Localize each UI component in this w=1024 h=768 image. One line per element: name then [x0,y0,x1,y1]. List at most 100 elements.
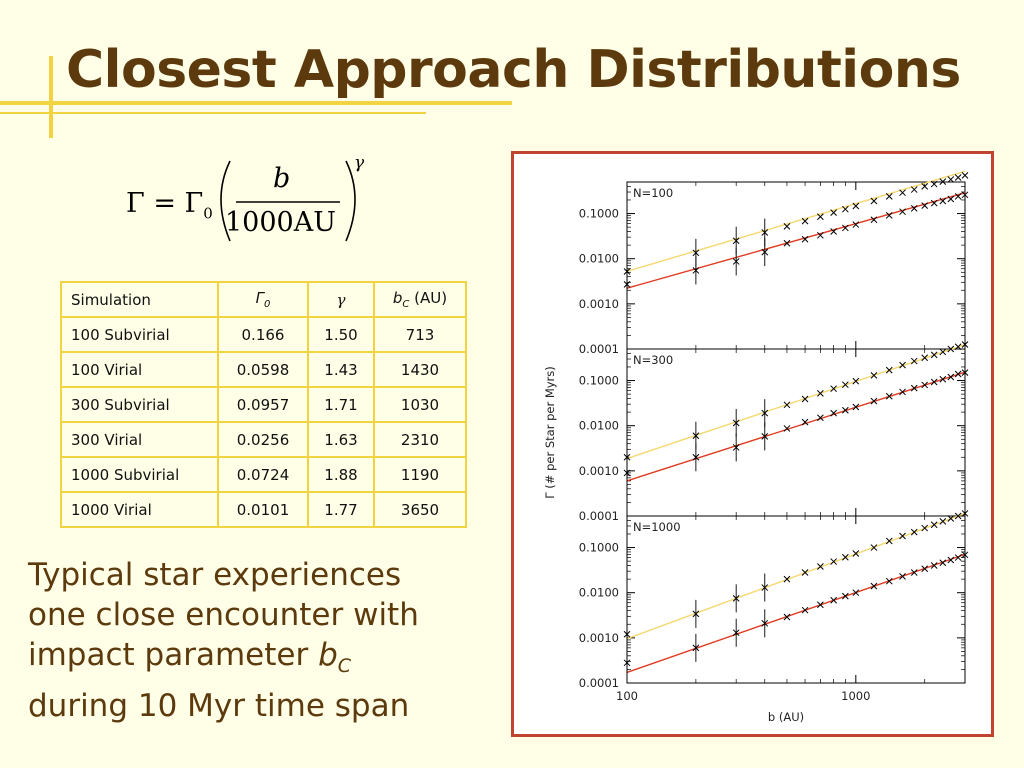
gamma-cell: 1.63 [307,421,375,458]
data-point [852,550,860,557]
panel-label: N=1000 [633,520,681,534]
data-point [692,644,700,652]
data-point [910,569,918,576]
formula-lhs: Γ = Γ [126,188,204,219]
caption-text: Typical star experiences one close encou… [28,555,498,726]
y-tick-label: 0.1000 [579,207,619,221]
header-bc: bC (AU) [373,281,467,318]
data-point [954,512,962,520]
y-tick-label: 0.0010 [579,631,619,645]
data-point [623,453,631,461]
data-point [852,403,860,411]
table-row: 300 Virial 0.0256 1.63 2310 [60,421,467,458]
sim-cell: 100 Subvirial [60,316,219,353]
data-point [939,197,947,205]
fit-line [626,512,966,640]
gamma0-cell: 0.0101 [217,491,309,528]
data-point [921,565,929,573]
data-point [841,224,849,232]
data-point [783,401,791,409]
data-point [870,197,878,205]
formula-numerator: b [273,163,291,194]
y-tick-label: 0.0001 [579,342,619,356]
data-point [885,212,893,219]
data-point [930,199,938,207]
data-point [939,559,947,567]
y-tick-label: 0.0001 [579,509,619,523]
data-point [899,532,906,540]
gamma-cell: 1.43 [307,351,375,388]
data-point [783,239,791,247]
caption-line-1: Typical star experiences [28,557,402,593]
sim-cell: 1000 Virial [60,491,219,528]
bc-cell: 713 [373,316,467,353]
sim-cell: 300 Subvirial [60,386,219,423]
data-point [870,544,878,551]
chart-frame: 0.0001 0.0010 0.0100 0.1000 N=100 0.0001 0.001… [511,151,994,737]
table-row: 1000 Subvirial 0.0724 1.88 1190 [60,456,467,493]
data-point [921,524,929,532]
data-point [801,569,809,576]
data-point [939,518,947,525]
data-point [954,343,962,351]
bc-cell: 2310 [373,421,467,458]
data-point [930,521,938,529]
gamma-cell: 1.77 [307,491,375,528]
data-point [830,228,838,235]
data-point [761,433,769,440]
data-point [870,582,878,590]
data-point [761,619,769,627]
panel-label: N=100 [633,186,673,200]
table-header-row: Simulation Γ0 γ bC (AU) [60,281,467,318]
data-point [801,418,809,426]
data-point [870,397,878,405]
fit-line [626,192,966,289]
y-tick-label: 0.0010 [579,464,619,478]
formula-denominator: 1000AU [225,207,336,238]
data-point [885,537,893,545]
y-tick-label: 0.0100 [579,419,619,433]
data-point [783,613,791,621]
data-point [921,183,929,190]
accent-horizontal-rule-thin [0,112,426,114]
data-point [921,354,929,362]
gamma0-cell: 0.0724 [217,456,309,493]
data-point [852,377,860,385]
data-point [830,558,838,565]
panel-frame [626,515,966,684]
data-point [899,573,906,580]
data-point [947,176,955,183]
data-point [817,231,824,239]
data-point [783,575,791,583]
data-point [830,409,838,417]
formula-parentheses [220,160,356,242]
data-point [910,384,918,392]
bc-cell: 3650 [373,491,467,528]
data-point [817,213,824,221]
caption-line-3: impact parameter bC [28,637,352,678]
data-point [910,205,918,212]
data-point [783,223,791,230]
data-point [841,205,849,213]
y-tick-label: 0.1000 [579,541,619,555]
data-point [899,208,906,216]
formula-lhs-subscript: 0 [203,204,213,223]
data-point [732,419,740,427]
data-point [910,186,918,193]
caption-line-4: during 10 Myr time span [28,688,410,725]
data-point [954,370,962,378]
data-point [885,392,893,400]
panel-label: N=300 [633,353,673,367]
data-point [732,594,740,602]
data-point [841,381,849,389]
y-tick-label: 0.0100 [579,586,619,600]
data-point [954,554,962,561]
gamma0-cell: 0.0598 [217,351,309,388]
slide-title: Closest Approach Distributions [66,40,961,100]
data-point [761,229,769,236]
data-point [761,248,769,256]
data-point [899,361,906,369]
sim-cell: 1000 Subvirial [60,456,219,493]
y-tick-label: 0.1000 [579,374,619,388]
header-gamma: γ [307,281,375,318]
